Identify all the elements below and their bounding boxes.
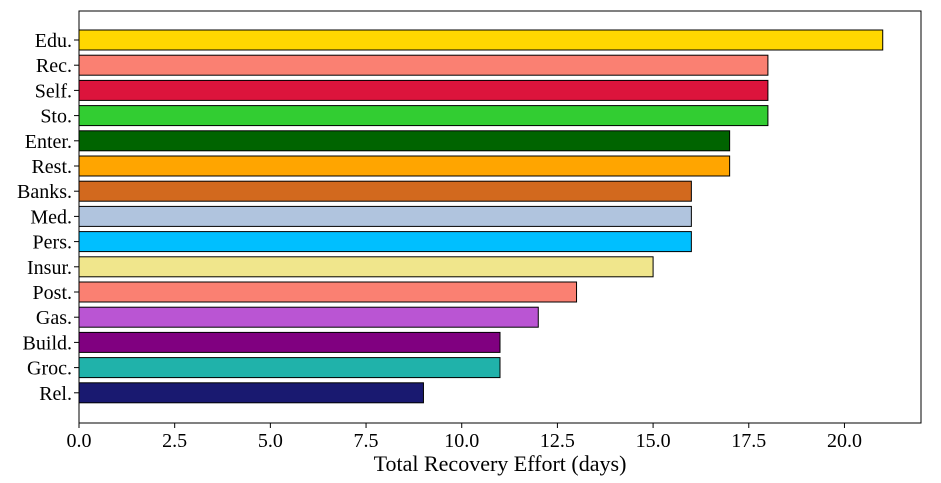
bar-rel: [78, 382, 424, 404]
bar-enter: [78, 130, 731, 152]
y-axis-ticks: Edu. Rec. Self. Sto. Enter. Rest. Banks. Med. Pe…: [17, 30, 79, 405]
bar-build: [78, 331, 501, 353]
x-tick-label: 2.5: [162, 430, 187, 452]
bar-post: [78, 281, 578, 303]
y-tick-label: Edu.: [35, 30, 72, 52]
bar-groc: [78, 357, 501, 379]
x-tick-label: 5.0: [258, 430, 283, 452]
bar-gas: [78, 306, 539, 328]
y-tick-label: Enter.: [25, 131, 72, 153]
y-tick-label: Rec.: [36, 55, 72, 77]
y-tick-label: Pers.: [33, 232, 72, 254]
bar-self: [78, 79, 769, 101]
x-tick-label: 0.0: [67, 430, 92, 452]
plot-frame: [78, 10, 922, 424]
y-tick-label: Self.: [35, 80, 72, 102]
y-tick-label: Rest.: [31, 156, 72, 178]
x-tick-label: 15.0: [636, 430, 671, 452]
x-tick-label: 20.0: [827, 430, 862, 452]
y-tick-label: Med.: [30, 206, 72, 228]
y-tick-label: Gas.: [36, 307, 72, 329]
y-tick-label: Rel.: [39, 383, 72, 405]
x-axis-label: Total Recovery Effort (days): [374, 451, 627, 476]
y-tick-label: Insur.: [27, 257, 72, 279]
y-tick-label: Post.: [33, 282, 72, 304]
x-tick-label: 12.5: [540, 430, 575, 452]
bar-pers: [78, 231, 692, 253]
x-axis-ticks: 0.0 2.5 5.0 7.5 10.0 12.5 15.0 17.5 20.0: [67, 423, 862, 452]
x-tick-label: 17.5: [731, 430, 766, 452]
bar-rest: [78, 155, 731, 177]
y-tick-label: Build.: [23, 332, 72, 354]
y-tick-label: Groc.: [27, 358, 72, 380]
x-tick-label: 10.0: [444, 430, 479, 452]
bar-sto: [78, 105, 769, 127]
y-tick-label: Banks.: [17, 181, 72, 203]
bar-med: [78, 205, 692, 227]
bar-banks: [78, 180, 692, 202]
y-tick-label: Sto.: [40, 106, 72, 128]
bars-group: [78, 29, 884, 404]
bar-rec: [78, 54, 769, 76]
bar-edu: [78, 29, 884, 51]
x-tick-label: 7.5: [354, 430, 379, 452]
bar-insur: [78, 256, 654, 278]
